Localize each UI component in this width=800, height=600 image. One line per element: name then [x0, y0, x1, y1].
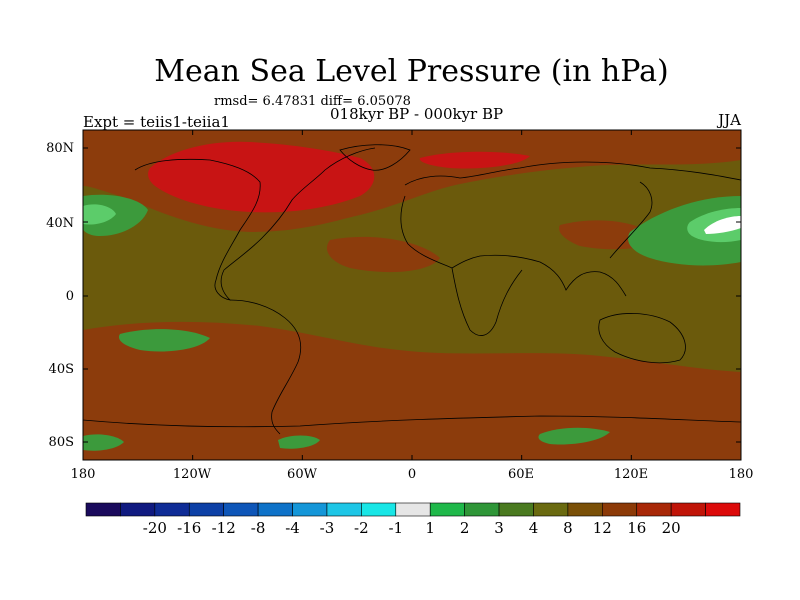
colorbar-swatch — [257, 502, 293, 517]
chart-title: Mean Sea Level Pressure (in hPa) — [154, 54, 669, 89]
colorbar-label: -3 — [319, 519, 335, 537]
colorbar-swatch — [188, 502, 224, 517]
lon-tick-label: 0 — [407, 467, 417, 482]
colorbar-swatch — [429, 502, 465, 517]
lat-tick-label: 40S — [48, 362, 74, 377]
colorbar-label: 16 — [627, 519, 647, 537]
period-text: 018kyr BP - 000kyr BP — [330, 105, 504, 123]
colorbar-label: 4 — [528, 519, 539, 537]
lat-tick-label: 0 — [65, 289, 74, 304]
colorbar-swatch — [567, 502, 603, 517]
colorbar-label: 8 — [563, 519, 573, 537]
coastlines — [83, 144, 741, 435]
colorbar-label: 20 — [661, 519, 681, 537]
lon-tick-label: 120E — [613, 467, 649, 482]
colorbar-swatch — [670, 502, 706, 517]
colorbar-label: 1 — [425, 519, 435, 537]
colorbar-label: 2 — [459, 519, 470, 537]
colorbar-swatch — [292, 502, 328, 517]
colorbar-swatch — [498, 502, 534, 517]
lat-tick-label: 80N — [46, 141, 74, 156]
lon-tick-label: 120W — [172, 467, 212, 482]
colorbar-swatch — [154, 502, 190, 517]
season-label: JJA — [718, 111, 741, 129]
stats-text: rmsd= 6.47831 diff= 6.05078 — [214, 94, 411, 109]
lon-tick-label: 60E — [507, 467, 535, 482]
colorbar-swatch — [326, 502, 362, 517]
colorbar-label: -20 — [142, 519, 167, 537]
colorbar-label: -12 — [211, 519, 236, 537]
colorbar-label: 12 — [592, 519, 612, 537]
colorbar-swatch — [361, 502, 397, 517]
colorbar-swatch — [85, 502, 121, 517]
colorbar-swatch — [464, 502, 500, 517]
axis-ticks — [82, 130, 742, 460]
colorbar-label: -4 — [285, 519, 300, 537]
colorbar-label: -2 — [354, 519, 369, 537]
colorbar-label: 3 — [494, 519, 504, 537]
colorbar-label: -1 — [388, 519, 404, 537]
colorbar-swatch — [395, 502, 431, 517]
colorbar-swatch — [223, 502, 259, 517]
lat-tick-label: 40N — [46, 216, 74, 231]
colorbar-label: -8 — [250, 519, 266, 537]
extreme-negative-regions — [704, 216, 741, 234]
colorbar-label: -16 — [177, 519, 202, 537]
colorbar-swatch — [602, 502, 638, 517]
experiment-label: Expt = teiis1-teiia1 — [83, 113, 230, 131]
colorbar — [85, 502, 741, 517]
colorbar-swatch — [533, 502, 569, 517]
lon-tick-label: 60W — [287, 467, 317, 482]
map-field — [83, 130, 741, 460]
colorbar-swatch — [705, 502, 741, 517]
lon-tick-label: 180 — [728, 467, 754, 482]
lat-tick-label: 80S — [48, 435, 74, 450]
colorbar-swatch — [120, 502, 156, 517]
colorbar-swatch — [636, 502, 672, 517]
lon-tick-label: 180 — [70, 467, 96, 482]
